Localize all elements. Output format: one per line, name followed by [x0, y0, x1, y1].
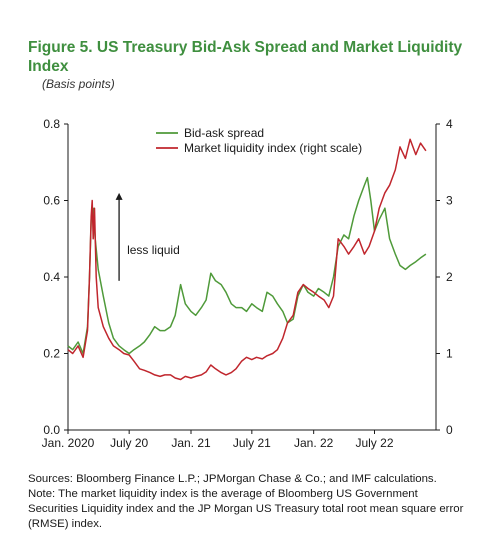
x-tick-label: July 21 — [233, 436, 271, 450]
annotation-arrow-head — [115, 192, 123, 200]
y-left-tick-label: 0.0 — [43, 423, 60, 437]
sources-note: Sources: Bloomberg Finance L.P.; JPMorga… — [28, 473, 437, 485]
methodology-note: Note: The market liquidity index is the … — [28, 488, 464, 530]
annotation-label: less liquid — [127, 243, 180, 257]
chart-title: Figure 5. US Treasury Bid-Ask Spread and… — [28, 39, 463, 75]
x-tick-label: July 20 — [110, 436, 148, 450]
x-tick-label: Jan. 21 — [171, 436, 211, 450]
legend-label-1: Bid-ask spread — [184, 126, 264, 140]
legend-label-2: Market liquidity index (right scale) — [184, 141, 362, 155]
y-right-tick-label: 0 — [446, 423, 453, 437]
x-tick-label: July 22 — [355, 436, 393, 450]
y-right-tick-label: 4 — [446, 117, 453, 131]
chart-subtitle: (Basis points) — [42, 77, 115, 91]
series-line-2 — [67, 138, 427, 381]
x-tick-label: Jan. 2020 — [42, 436, 95, 450]
y-right-tick-label: 3 — [446, 194, 453, 208]
y-left-tick-label: 0.2 — [43, 347, 60, 361]
x-tick-label: Jan. 22 — [294, 436, 334, 450]
y-left-tick-label: 0.8 — [43, 117, 60, 131]
series-line-1 — [67, 176, 427, 355]
y-left-tick-label: 0.6 — [43, 194, 60, 208]
chart-notes: Sources: Bloomberg Finance L.P.; JPMorga… — [28, 472, 468, 532]
y-right-tick-label: 1 — [446, 347, 453, 361]
series-layer — [67, 138, 427, 381]
axes: 0.0 0.2 0.4 0.6 0.8 0 1 2 3 4 Jan. 2020 July 20 Jan.… — [42, 117, 453, 450]
y-right-tick-label: 2 — [446, 270, 453, 284]
dual-axis-line-chart: 0.0 0.2 0.4 0.6 0.8 0 1 2 3 4 Jan. 2020 July 20 Jan.… — [42, 117, 453, 450]
annotation: less liquid — [115, 192, 180, 281]
y-left-tick-label: 0.4 — [43, 270, 60, 284]
